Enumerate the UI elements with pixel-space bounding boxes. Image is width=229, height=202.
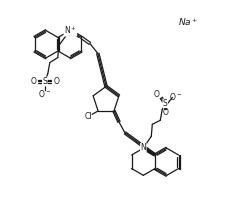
Text: S: S [42, 77, 47, 86]
Text: O$^-$: O$^-$ [38, 87, 51, 99]
Text: N$^+$: N$^+$ [64, 24, 76, 36]
Text: O: O [162, 108, 167, 117]
Text: Na$^+$: Na$^+$ [177, 16, 197, 28]
Text: O: O [153, 90, 159, 99]
Text: S: S [162, 99, 167, 108]
Text: O$^-$: O$^-$ [169, 91, 182, 102]
Text: O: O [53, 77, 59, 86]
Text: Cl: Cl [85, 112, 92, 121]
Text: O: O [30, 77, 36, 86]
Text: N: N [140, 143, 146, 152]
